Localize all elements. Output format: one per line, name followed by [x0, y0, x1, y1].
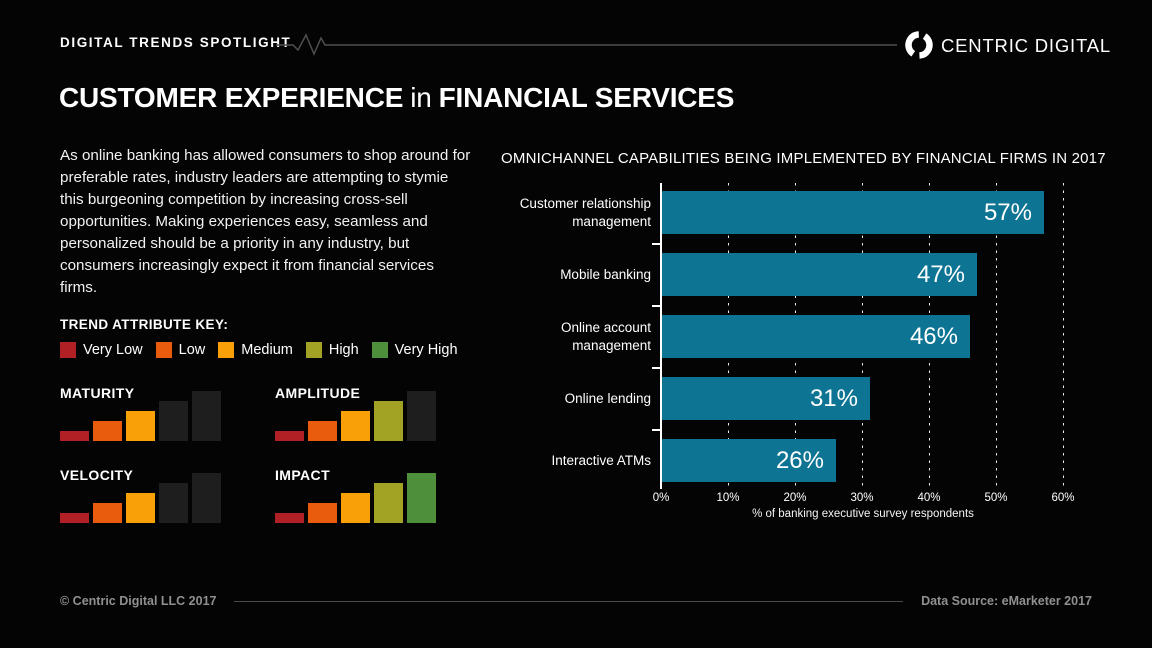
gridline: [996, 183, 997, 489]
x-tick-label: 40%: [917, 492, 941, 504]
chart-title: OMNICHANNEL CAPABILITIES BEING IMPLEMENT…: [501, 150, 1106, 167]
trend-bar: [341, 411, 370, 441]
data-source-text: Data Source: eMarketer 2017: [921, 594, 1092, 608]
x-tick-label: 20%: [783, 492, 807, 504]
x-tick-label: 30%: [850, 492, 874, 504]
legend-item: Very Low: [60, 342, 143, 358]
legend-label: Very Low: [83, 342, 143, 358]
trend-bar: [308, 503, 337, 523]
x-tick-label: 0%: [652, 492, 670, 504]
trend-bar: [126, 411, 155, 441]
chart-bar: 46%: [662, 315, 970, 358]
title-connector: in: [410, 82, 432, 113]
trend-key-legend: Very Low Low Medium High Very High: [60, 342, 458, 358]
chart-value-label: 57%: [983, 198, 1032, 226]
legend-item: Very High: [371, 342, 458, 358]
y-axis-tick: [652, 367, 660, 369]
x-tick-label: 10%: [716, 492, 740, 504]
pulse-line-icon: [276, 33, 897, 56]
legend-label: Low: [178, 342, 206, 358]
chart-value-label: 26%: [775, 446, 824, 474]
trend-key-title: TREND ATTRIBUTE KEY:: [60, 317, 229, 332]
legend-swatch: [218, 342, 235, 358]
legend-label: High: [328, 342, 359, 358]
trend-bars: [275, 391, 436, 441]
kicker-label: DIGITAL TRENDS SPOTLIGHT: [60, 35, 292, 50]
chart-bar: 57%: [662, 191, 1044, 234]
footer-divider: [234, 600, 904, 602]
trend-attribute-label: AMPLITUDE: [275, 385, 361, 401]
trend-bar: [126, 493, 155, 523]
trend-bar: [60, 431, 89, 441]
legend-swatch: [155, 342, 172, 358]
trend-chart-impact: IMPACT: [275, 465, 447, 523]
y-axis-tick: [652, 243, 660, 245]
trend-attribute-label: IMPACT: [275, 467, 331, 483]
trend-chart-amplitude: AMPLITUDE: [275, 383, 447, 441]
y-axis-tick: [652, 305, 660, 307]
trend-bars: [60, 391, 221, 441]
trend-bar: [192, 473, 221, 523]
y-axis-line: [660, 183, 662, 489]
page-title: CUSTOMER EXPERIENCE in FINANCIAL SERVICES: [59, 82, 734, 114]
chart-bar: 26%: [662, 439, 836, 482]
chart-value-label: 46%: [909, 322, 958, 350]
chart-row-label: Interactive ATMs: [551, 452, 651, 468]
trend-bars: [60, 473, 221, 523]
gridline: [1063, 183, 1064, 489]
chart-row-label: Online account management: [560, 319, 651, 353]
chart-row-label: Online lending: [564, 390, 651, 406]
legend-item: High: [305, 342, 359, 358]
trend-attribute-label: MATURITY: [60, 385, 135, 401]
legend-swatch: [371, 342, 388, 358]
trend-bar: [275, 431, 304, 441]
chart-value-label: 47%: [916, 260, 965, 288]
title-part-1: CUSTOMER EXPERIENCE: [59, 82, 404, 113]
title-part-2: FINANCIAL SERVICES: [438, 82, 735, 113]
trend-bar: [341, 493, 370, 523]
chart-bar: 47%: [662, 253, 977, 296]
legend-label: Medium: [241, 342, 293, 358]
trend-attribute-label: VELOCITY: [60, 467, 134, 483]
copyright-text: © Centric Digital LLC 2017: [60, 594, 217, 608]
x-axis-tick-labels: 0% 10% 20% 30% 40% 50% 60%: [501, 492, 1141, 506]
trend-bar: [60, 513, 89, 523]
trend-bar: [159, 401, 188, 441]
trend-bar: [192, 391, 221, 441]
trend-bar: [93, 421, 122, 441]
footer: © Centric Digital LLC 2017 Data Source: …: [60, 594, 1092, 608]
trend-bar: [275, 513, 304, 523]
y-axis-tick: [652, 429, 660, 431]
trend-bar: [407, 391, 436, 441]
x-tick-label: 60%: [1051, 492, 1075, 504]
trend-bar: [159, 483, 188, 523]
legend-swatch: [305, 342, 322, 358]
chart-row-label: Customer relationship management: [519, 195, 651, 229]
chart-bar: 31%: [662, 377, 870, 420]
legend-item: Medium: [218, 342, 293, 358]
trend-bar: [374, 483, 403, 523]
x-axis-caption: % of banking executive survey respondent…: [752, 508, 974, 520]
chart-row-label: Mobile banking: [560, 266, 651, 282]
legend-swatch: [60, 342, 76, 358]
brand-logo-icon: [905, 31, 933, 59]
trend-bar: [93, 503, 122, 523]
trend-chart-velocity: VELOCITY: [60, 465, 232, 523]
legend-label: Very High: [394, 342, 458, 358]
trend-bar: [308, 421, 337, 441]
trend-bars: [275, 473, 436, 523]
trend-chart-maturity: MATURITY: [60, 383, 232, 441]
trend-bar: [374, 401, 403, 441]
chart-value-label: 31%: [809, 384, 858, 412]
trend-bar: [407, 473, 436, 523]
intro-paragraph: As online banking has allowed consumers …: [60, 147, 471, 296]
x-tick-label: 50%: [984, 492, 1008, 504]
legend-item: Low: [155, 342, 206, 358]
brand-name: CENTRIC DIGITAL: [941, 35, 1111, 56]
bar-chart-plot: Customer relationship management 57% Mobil…: [501, 183, 1101, 489]
